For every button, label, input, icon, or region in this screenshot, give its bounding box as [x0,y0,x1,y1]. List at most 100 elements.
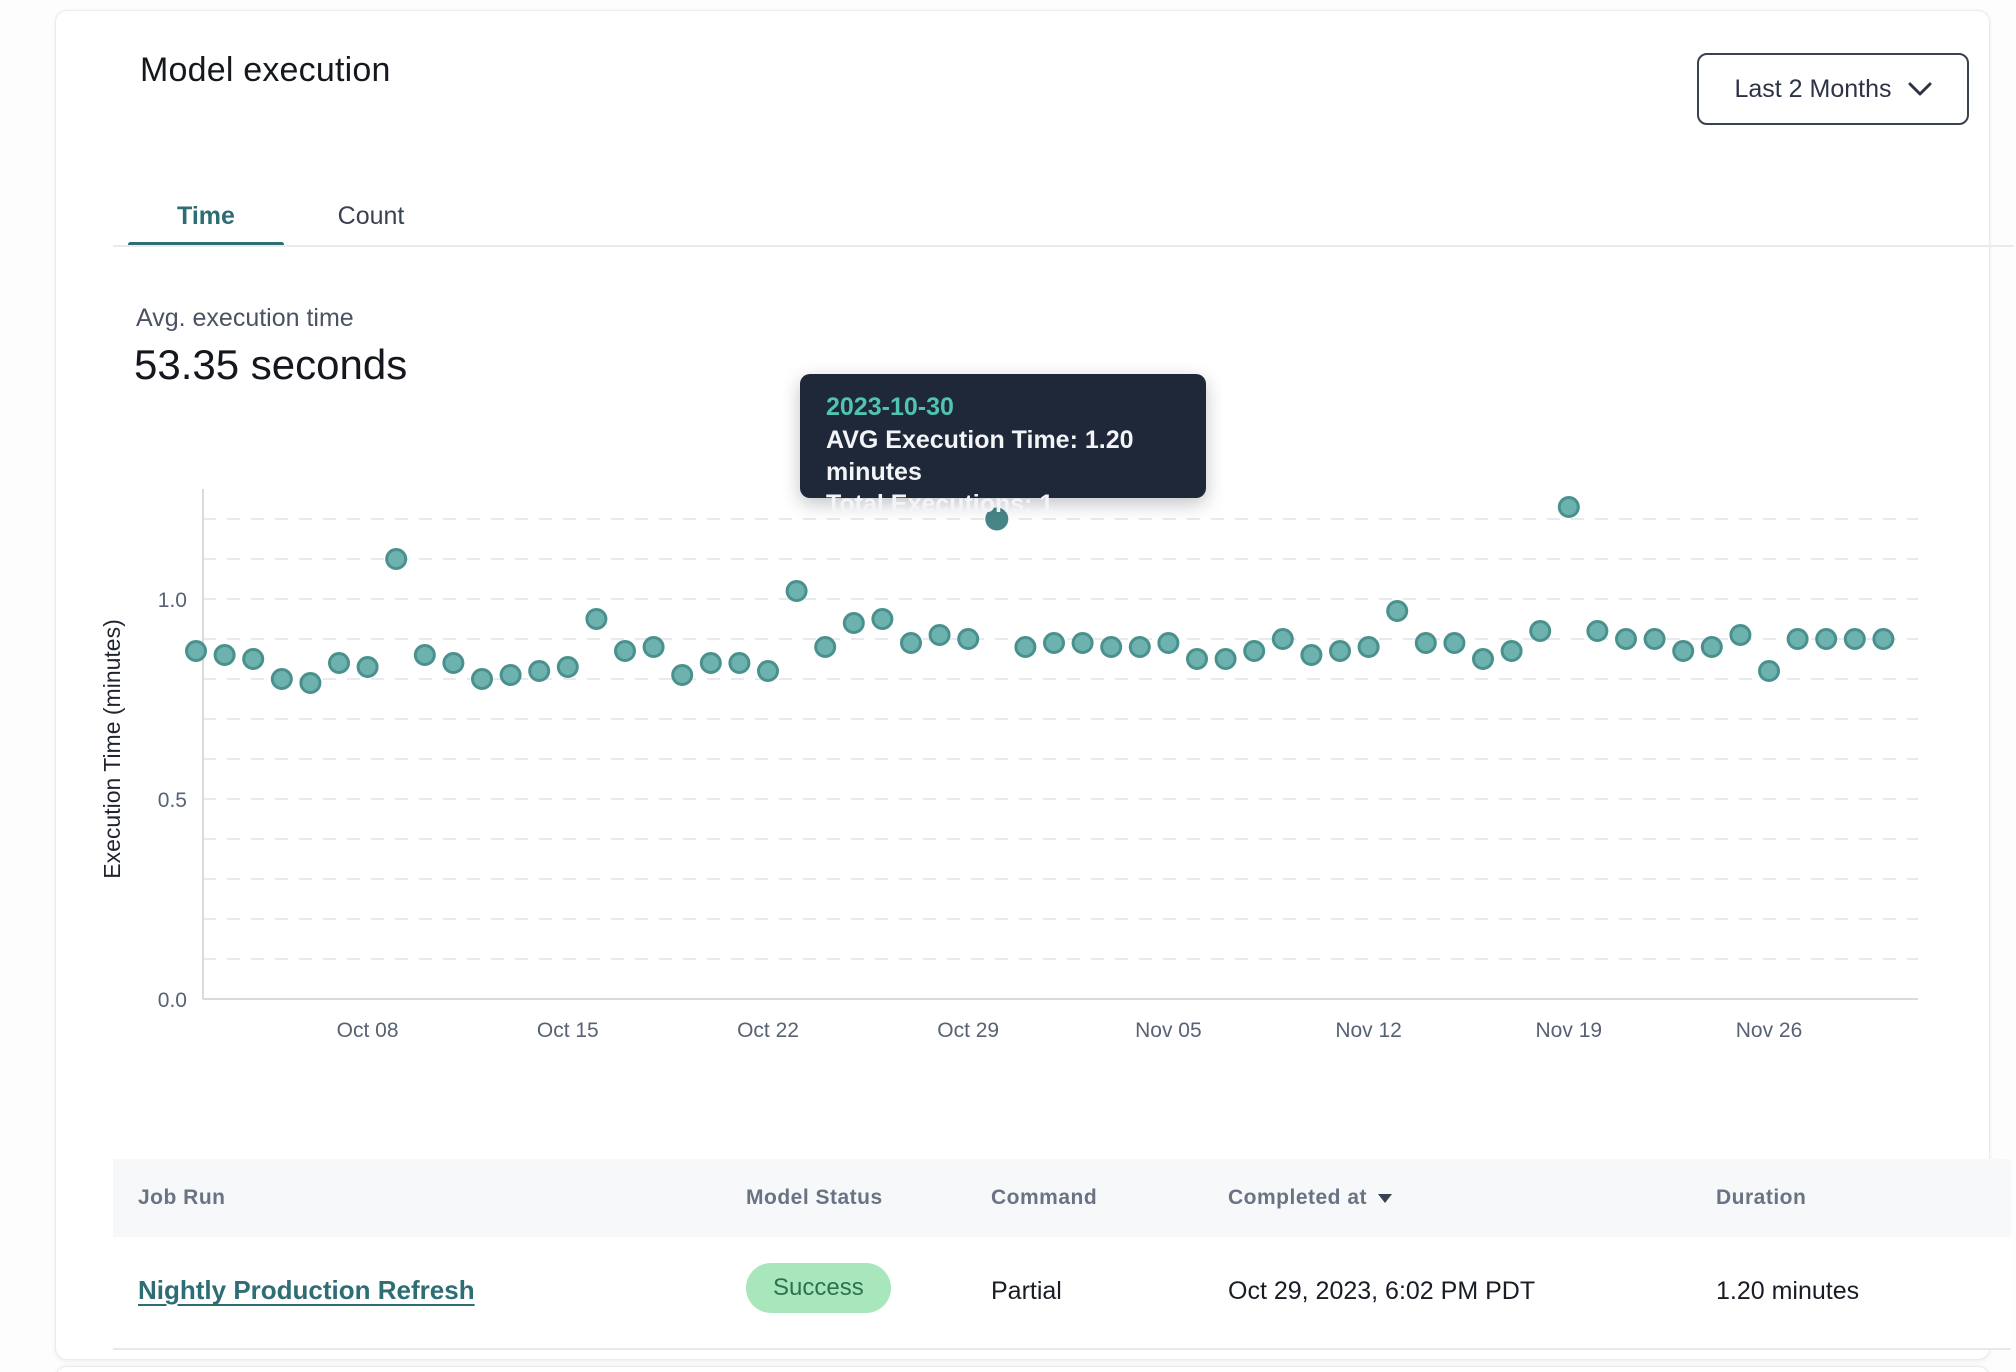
data-point-highlighted[interactable] [985,507,1009,531]
data-point[interactable] [1643,628,1666,650]
data-point[interactable] [1729,624,1752,646]
data-point[interactable] [1843,628,1866,650]
duration-cell: 1.20 minutes [1716,1277,1860,1305]
data-point[interactable] [1014,636,1037,658]
data-point[interactable] [1615,628,1637,650]
sort-desc-icon [1378,1193,1393,1203]
x-tick-label: Oct 08 [337,1019,399,1042]
data-point[interactable] [785,580,808,602]
data-point[interactable] [842,612,865,634]
tooltip-total-executions: Total Executions: 1 [826,490,1054,518]
model-execution-card: Model execution Last 2 Months Time Count… [55,10,2014,1360]
data-point[interactable] [1700,636,1723,658]
data-point[interactable] [471,668,493,690]
data-point[interactable] [757,660,779,682]
data-point[interactable] [957,628,980,650]
data-point[interactable] [1786,628,1809,650]
data-point[interactable] [1100,636,1123,658]
column-header-model-status: Model Status [746,1186,883,1209]
data-point[interactable] [499,664,522,686]
tab-time[interactable]: Time [177,201,235,230]
data-point[interactable] [1443,632,1466,654]
data-point[interactable] [328,652,350,674]
avg-execution-time-value: 53.35 seconds [134,341,408,388]
data-point[interactable] [728,652,751,674]
data-point[interactable] [642,636,665,658]
completed-at-cell: Oct 29, 2023, 6:02 PM PDT [1228,1277,1536,1305]
data-point[interactable] [671,664,694,686]
data-point[interactable] [1586,620,1609,642]
data-point[interactable] [385,548,408,570]
data-point[interactable] [1529,620,1552,642]
data-point[interactable] [1557,496,1580,518]
column-header-command: Command [991,1186,1098,1209]
page-title: Model execution [140,51,391,89]
data-point[interactable] [1243,640,1266,662]
x-tick-label: Nov 19 [1536,1019,1603,1042]
chevron-down-icon [1908,82,1932,96]
data-point[interactable] [699,652,722,674]
avg-execution-time-label: Avg. execution time [136,304,354,332]
x-tick-label: Oct 15 [537,1019,599,1042]
data-point[interactable] [1815,628,1838,650]
data-point[interactable] [528,660,551,682]
data-point[interactable] [1386,600,1409,622]
data-point[interactable] [614,640,636,662]
y-tick-label: 1.0 [158,589,187,612]
column-header-duration: Duration [1716,1186,1807,1209]
column-header-completed-at-label: Completed at [1228,1186,1368,1209]
data-point[interactable] [1043,632,1065,654]
data-point[interactable] [900,632,922,654]
data-point[interactable] [1157,632,1180,654]
tab-count[interactable]: Count [337,201,405,230]
table-header: Job Run Model Status Command Completed a… [113,1159,2011,1237]
active-tab-underline [128,242,284,247]
tooltip-avg-execution-time: AVG Execution Time: 1.20 minutes [826,426,1134,486]
data-point[interactable] [556,656,579,678]
data-point[interactable] [356,656,379,678]
execution-time-chart[interactable]: 0.0 0.5 1.0 Oct 08 Oct 15 Oct 22 Oct 29 Nov 05 N… [96,463,1956,1079]
job-run-link[interactable]: Nightly Production Refresh [138,1275,475,1305]
data-point[interactable] [1300,644,1323,666]
data-point[interactable] [270,668,293,690]
data-point[interactable] [1271,628,1294,650]
data-point[interactable] [928,624,951,646]
data-point[interactable] [442,652,465,674]
tooltip-date: 2023-10-30 [826,393,954,421]
next-card-edge [55,1366,1990,1372]
data-point[interactable] [299,672,322,694]
data-point[interactable] [185,640,207,662]
data-point[interactable] [1872,628,1895,650]
date-range-dropdown[interactable]: Last 2 Months [1697,53,1969,125]
data-point[interactable] [1186,648,1208,670]
table-row: Nightly Production Refresh Success Parti… [113,1237,2011,1350]
data-point[interactable] [585,608,608,630]
data-point[interactable] [1472,648,1494,670]
status-badge: Success [746,1263,891,1313]
x-tick-label: Nov 05 [1135,1019,1202,1042]
data-point[interactable] [1357,636,1380,658]
chart-tooltip: 2023-10-30 AVG Execution Time: 1.20 minu… [800,374,1206,518]
tabs-divider [113,245,2014,247]
date-range-value: Last 2 Months [1734,74,1892,103]
column-header-job-run: Job Run [138,1186,226,1209]
data-point[interactable] [242,648,265,670]
data-point[interactable] [1500,640,1523,662]
data-point[interactable] [1214,648,1237,670]
data-point[interactable] [814,636,837,658]
data-point[interactable] [1128,636,1151,658]
data-point[interactable] [1414,632,1437,654]
x-tick-label: Nov 12 [1335,1019,1402,1042]
y-tick-label: 0.5 [158,789,187,812]
x-tick-label: Oct 22 [737,1019,799,1042]
data-point[interactable] [1672,640,1695,662]
command-cell: Partial [991,1277,1062,1305]
data-point[interactable] [1071,632,1094,654]
column-header-completed-at[interactable]: Completed at [1228,1186,1393,1210]
data-point[interactable] [413,644,436,666]
data-point[interactable] [871,608,894,630]
data-point[interactable] [1758,660,1780,682]
data-point[interactable] [213,644,236,666]
data-point[interactable] [1329,640,1351,662]
